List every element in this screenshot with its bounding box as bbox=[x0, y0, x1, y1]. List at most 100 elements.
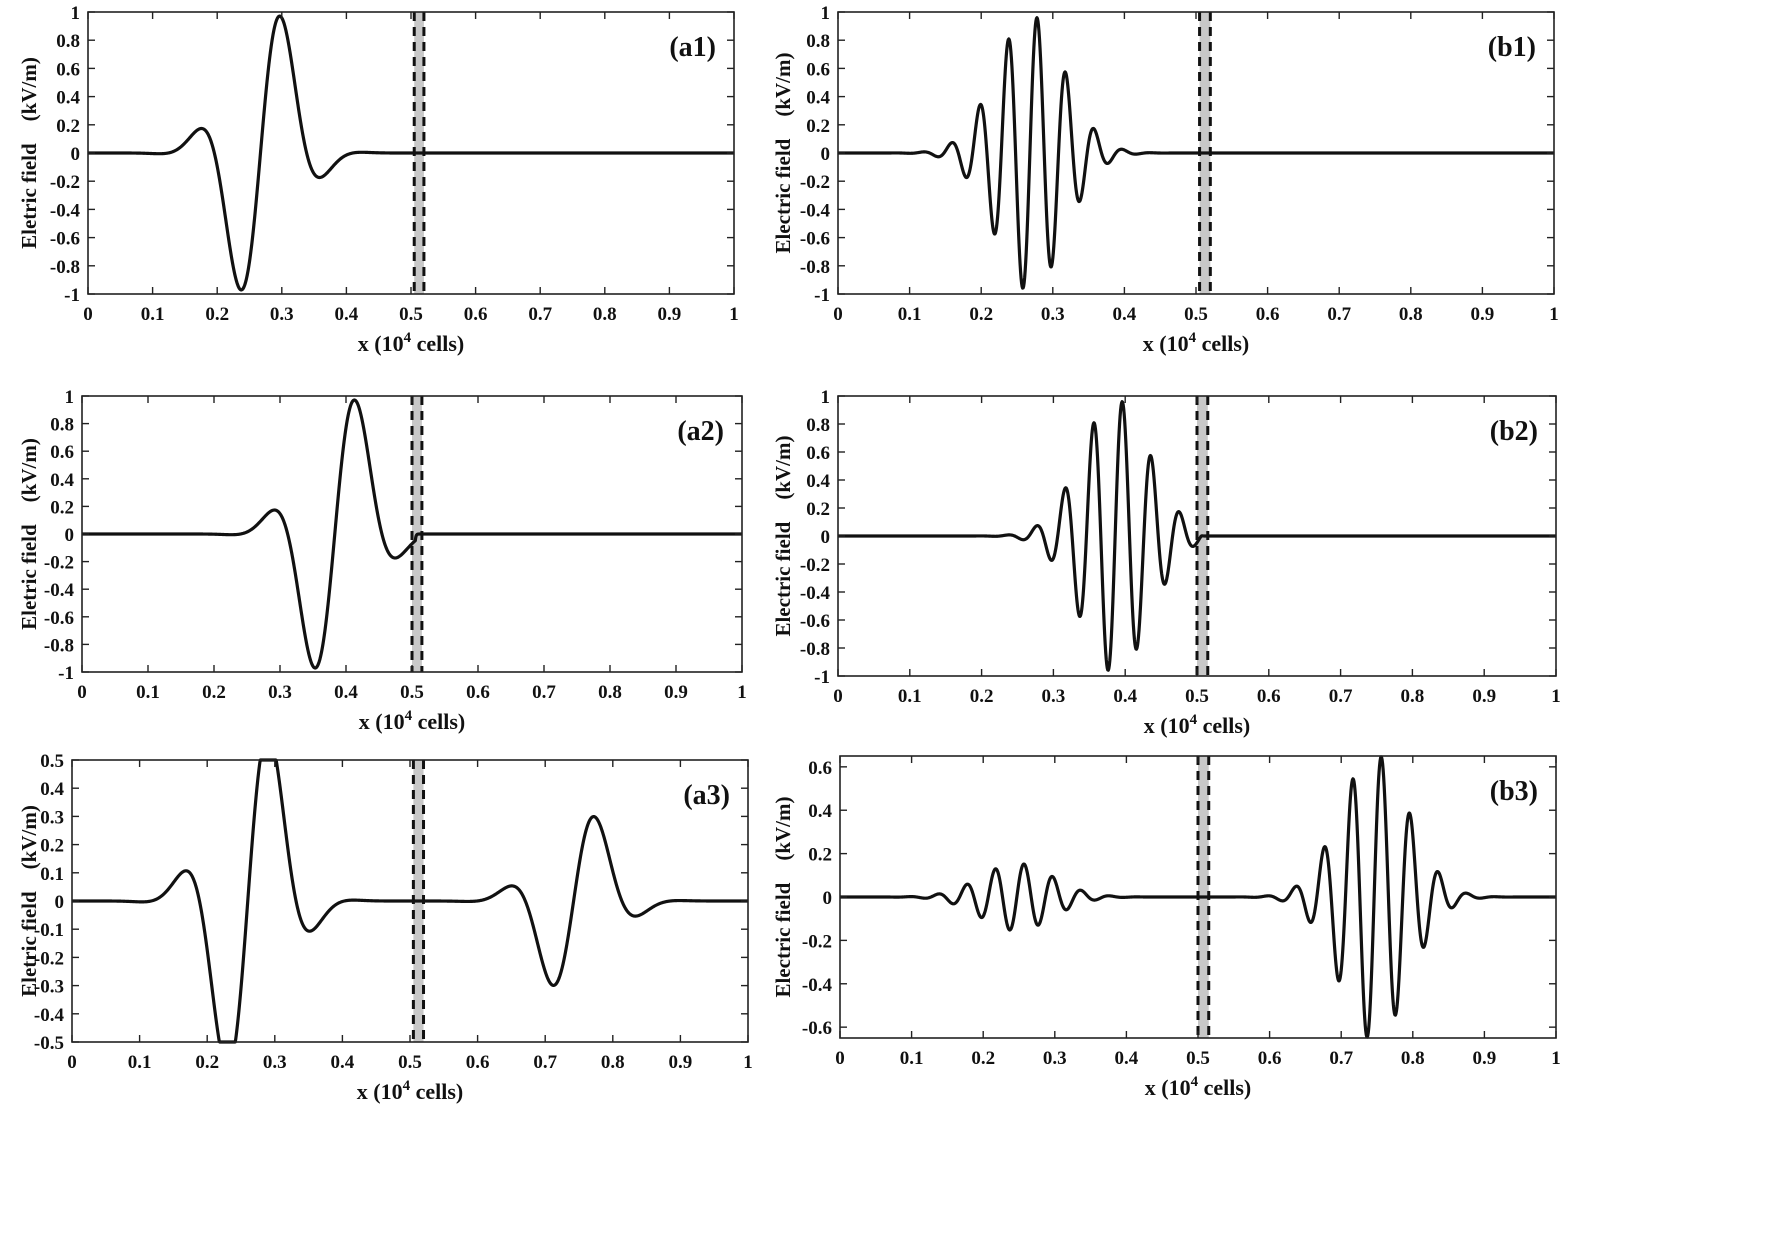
x-axis-label-prefix: x (10 bbox=[359, 709, 405, 734]
y-tick-label: 0.8 bbox=[806, 31, 830, 52]
y-axis-label-unit: (kV/m) bbox=[17, 805, 41, 869]
y-tick-label: 0.2 bbox=[50, 497, 74, 518]
x-tick-label: 0.4 bbox=[1115, 1048, 1139, 1069]
x-tick-label: 0.9 bbox=[1471, 304, 1495, 325]
y-tick-label: 0.2 bbox=[808, 845, 832, 866]
y-axis-label-unit: (kV/m) bbox=[771, 435, 795, 499]
y-axis-label-unit: (kV/m) bbox=[17, 57, 41, 121]
y-tick-label: 0 bbox=[71, 144, 81, 165]
y-tick-label: 0.2 bbox=[806, 116, 830, 137]
x-axis-label: x (104 cells) bbox=[358, 330, 464, 356]
x-tick-label: 0.6 bbox=[1256, 304, 1280, 325]
y-tick-label: 0.6 bbox=[56, 59, 80, 80]
y-axis-label: Eletric field (kV/m) bbox=[17, 57, 41, 249]
panel-b3: 0 0.1 0.2 0.3 0.4 0.5 0.6 0.7 0.8 0.9 10.60.40.20-… bbox=[771, 755, 1561, 1100]
y-tick-label: 0.6 bbox=[806, 443, 830, 464]
x-tick-label: 0.5 bbox=[1185, 686, 1209, 707]
panel-label: (a3) bbox=[683, 780, 730, 811]
panel-a1: 0 0.1 0.2 0.3 0.4 0.5 0.6 0.7 0.8 0.9 1 1 0.8 0.6 0.4 0… bbox=[17, 3, 739, 356]
y-tick-label: 1 bbox=[821, 3, 831, 24]
y-axis-label-main: Electric field bbox=[771, 521, 795, 636]
x-tick-label: 0.2 bbox=[202, 682, 226, 703]
y-axis-label-unit: (kV/m) bbox=[771, 796, 795, 860]
y-tick-label: 0.2 bbox=[40, 836, 64, 857]
y-tick-label: -0.4 bbox=[50, 200, 81, 221]
x-tick-label: 1 bbox=[737, 682, 747, 703]
x-axis-label-sup: 4 bbox=[1191, 1074, 1199, 1090]
x-tick-label: 0.1 bbox=[898, 686, 922, 707]
x-tick-label: 0.1 bbox=[900, 1048, 924, 1069]
x-axis-label: x (104 cells) bbox=[359, 708, 465, 734]
x-tick-label: 1 bbox=[1549, 304, 1559, 325]
panel-label: (b3) bbox=[1490, 776, 1538, 807]
x-axis-label-suffix: cells) bbox=[412, 709, 465, 734]
y-tick-label: -0.6 bbox=[802, 1018, 832, 1039]
y-tick-label: -1 bbox=[64, 285, 80, 306]
x-tick-label: 0.9 bbox=[658, 304, 682, 325]
x-tick-label: 0.9 bbox=[1473, 1048, 1497, 1069]
x-tick-label: 0.7 bbox=[532, 682, 556, 703]
x-tick-label: 0.5 bbox=[400, 682, 424, 703]
panel-label: (a1) bbox=[669, 32, 716, 63]
y-axis-label: Electric field (kV/m) bbox=[771, 52, 795, 253]
y-axis-label-main: Eletric field bbox=[17, 143, 41, 249]
y-tick-label: -0.2 bbox=[800, 555, 830, 576]
x-tick-label: 0.9 bbox=[669, 1052, 693, 1073]
x-tick-label: 0.8 bbox=[601, 1052, 625, 1073]
y-axis-label-main: Electric field bbox=[771, 138, 795, 253]
x-tick-label: 0.8 bbox=[593, 304, 617, 325]
panel-label: (a2) bbox=[677, 416, 724, 447]
y-tick-label: -0.2 bbox=[44, 553, 74, 574]
x-tick-label: 0.5 bbox=[1186, 1048, 1210, 1069]
x-tick-label: 0.5 bbox=[1184, 304, 1208, 325]
y-tick-label: -0.6 bbox=[800, 229, 830, 250]
y-tick-label: 0.2 bbox=[56, 116, 80, 137]
x-tick-label: 0.9 bbox=[1472, 686, 1496, 707]
x-axis-label-sup: 4 bbox=[1189, 330, 1197, 346]
y-tick-label: 0.4 bbox=[56, 88, 80, 109]
y-tick-label: -0.8 bbox=[800, 639, 830, 660]
x-tick-label: 0.7 bbox=[1329, 686, 1353, 707]
x-tick-label: 0.3 bbox=[270, 304, 294, 325]
x-tick-label: 0.6 bbox=[1258, 1048, 1282, 1069]
x-tick-label: 0.1 bbox=[898, 304, 922, 325]
x-tick-label: 0.3 bbox=[268, 682, 292, 703]
y-tick-label: -0.6 bbox=[800, 611, 830, 632]
x-tick-label: 0.1 bbox=[141, 304, 165, 325]
y-axis-label-unit: (kV/m) bbox=[17, 438, 41, 502]
y-tick-label: -0.8 bbox=[44, 635, 74, 656]
y-tick-label: 0.4 bbox=[808, 801, 832, 822]
x-tick-label: 0.6 bbox=[464, 304, 488, 325]
y-tick-label: -0.8 bbox=[800, 257, 830, 278]
x-tick-label: 0.4 bbox=[1113, 686, 1137, 707]
y-tick-label: 0.3 bbox=[40, 807, 64, 828]
y-tick-label: 0 bbox=[65, 525, 75, 546]
x-tick-label: 1 bbox=[743, 1052, 753, 1073]
x-tick-label: 1 bbox=[1551, 686, 1561, 707]
y-tick-label: 0.6 bbox=[806, 59, 830, 80]
y-tick-label: 0.8 bbox=[56, 31, 80, 52]
x-tick-label: 0.4 bbox=[331, 1052, 355, 1073]
x-tick-label: 0.8 bbox=[1401, 686, 1425, 707]
series-line-a2 bbox=[80, 398, 744, 670]
x-tick-label: 0 bbox=[833, 304, 843, 325]
y-tick-label: 0.4 bbox=[40, 779, 64, 800]
y-tick-label: 0.4 bbox=[50, 470, 74, 491]
y-tick-label: -0.1 bbox=[34, 920, 64, 941]
x-tick-label: 0 bbox=[83, 304, 93, 325]
y-axis-label: Electric field (kV/m) bbox=[771, 796, 795, 997]
y-tick-label: -0.4 bbox=[34, 1005, 65, 1026]
x-tick-label: 0.9 bbox=[664, 682, 688, 703]
series-line-a1 bbox=[86, 14, 736, 292]
panel-b1: 0 0.1 0.2 0.3 0.4 0.5 0.6 0.7 0.8 0.9 1 1 0.8 0.6 0.4 0… bbox=[771, 3, 1559, 356]
x-tick-label: 0.4 bbox=[1113, 304, 1137, 325]
y-tick-label: -0.4 bbox=[800, 200, 831, 221]
x-tick-label: 0.3 bbox=[1041, 304, 1065, 325]
y-axis-label-main: Eletric field bbox=[17, 524, 41, 630]
y-tick-label: -0.3 bbox=[34, 977, 64, 998]
y-tick-label: 0.4 bbox=[806, 471, 830, 492]
x-tick-label: 0.8 bbox=[1401, 1048, 1425, 1069]
y-tick-label: -0.2 bbox=[800, 172, 830, 193]
y-tick-label: 1 bbox=[65, 387, 75, 408]
x-tick-label: 0.8 bbox=[1399, 304, 1423, 325]
